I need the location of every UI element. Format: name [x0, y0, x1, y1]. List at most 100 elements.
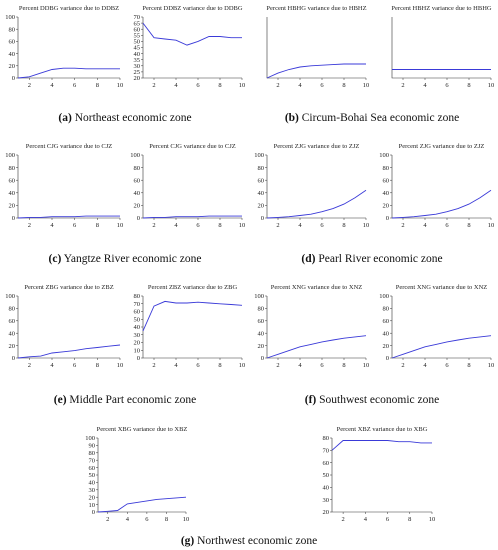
panel-11: Percent XNG variance due to XNZ 0 20 40 60 80… — [254, 284, 369, 369]
y-tick-label: 25 — [134, 69, 141, 76]
y-tick-label: 0 — [137, 215, 140, 222]
y-tick-label: 20 — [89, 494, 96, 501]
y-tick-label: 60 — [134, 177, 141, 184]
x-tick-label: 6 — [320, 82, 324, 89]
x-tick-label: 6 — [320, 362, 324, 369]
panel-title: Percent ZBZ variance due to ZBG — [148, 284, 238, 291]
x-tick-label: 4 — [298, 222, 302, 229]
y-tick-label: 0 — [12, 355, 15, 362]
y-tick-label: 20 — [9, 203, 16, 210]
x-tick-label: 10 — [239, 82, 246, 89]
y-tick-label: 70 — [134, 301, 141, 308]
x-tick-label: 2 — [152, 222, 155, 229]
x-tick-label: 2 — [276, 362, 279, 369]
y-tick-label: 60 — [89, 465, 96, 472]
panel-12: Percent XNG variance due to XNZ 0 20 40 60 80… — [379, 284, 494, 369]
caption-label: (g) — [181, 535, 195, 547]
axis-lines — [142, 17, 242, 79]
x-tick-label: 4 — [50, 362, 54, 369]
panel-title: Percent XNG variance due to XNZ — [271, 284, 363, 291]
y-tick-label: 80 — [134, 165, 141, 172]
y-tick-label: 40 — [134, 51, 141, 58]
panel-2: Percent DDBZ variance due to DDBG 2025303… — [134, 5, 246, 89]
y-tick-label: 80 — [9, 26, 16, 33]
x-tick-label: 2 — [152, 82, 155, 89]
y-tick-label: 40 — [9, 330, 16, 337]
y-tick-label: 80 — [383, 165, 390, 172]
y-tick-label: 20 — [9, 63, 16, 70]
panel-1: Percent DDBG variance due to DDBZ 0 20 40 60… — [5, 5, 123, 89]
x-tick-label: 4 — [126, 516, 130, 523]
panel-3: Percent HBHG variance due to HBHZ 2 4 6 8 10 — [266, 5, 369, 89]
panel-caption: (d) Pearl River economic zone — [301, 253, 442, 265]
y-tick-label: 0 — [137, 355, 140, 362]
caption-label: (d) — [301, 253, 315, 265]
y-tick-label: 0 — [92, 509, 95, 516]
x-tick-label: 10 — [363, 222, 370, 229]
x-tick-label: 8 — [342, 222, 345, 229]
y-tick-label: 70 — [89, 457, 96, 464]
y-tick-label: 100 — [379, 152, 389, 159]
y-tick-label: 60 — [9, 318, 16, 325]
x-tick-label: 4 — [423, 362, 427, 369]
panel-10: Percent ZBZ variance due to ZBG010203040… — [134, 284, 246, 369]
panel-title: Percent ZBG variance due to ZBZ — [24, 284, 113, 291]
x-tick-label: 8 — [96, 362, 99, 369]
x-tick-label: 4 — [423, 222, 427, 229]
caption-text: Circum-Bohai Sea economic zone — [299, 112, 459, 124]
panel-9: Percent ZBG variance due to ZBZ 0 20 40 60 80… — [5, 284, 123, 369]
panel-title: Percent XBZ variance due to XBG — [337, 426, 428, 433]
panel-6: Percent CJG variance due to CJZ 0 20 40 60 80… — [130, 143, 245, 229]
series-line — [266, 335, 367, 359]
panel-8: Percent ZJG variance due to ZJZ 0 20 40 60 80… — [379, 143, 494, 229]
series-line — [17, 344, 121, 359]
x-tick-label: 2 — [401, 82, 404, 89]
y-tick-label: 80 — [258, 165, 265, 172]
x-tick-label: 4 — [174, 82, 178, 89]
y-tick-label: 50 — [134, 39, 141, 46]
axis-lines — [391, 296, 491, 359]
panel-5: Percent CJG variance due to CJZ 0 20 40 60 80… — [5, 143, 123, 229]
caption-label: (f) — [305, 394, 317, 406]
axis-lines — [266, 155, 366, 219]
caption-text: Middle Part economic zone — [67, 394, 197, 406]
x-tick-label: 4 — [298, 82, 302, 89]
x-tick-label: 6 — [196, 222, 200, 229]
y-tick-label: 50 — [323, 472, 330, 479]
axis-lines — [97, 438, 186, 513]
y-tick-label: 20 — [383, 203, 390, 210]
x-tick-label: 2 — [106, 516, 109, 523]
y-tick-label: 80 — [89, 450, 96, 457]
y-tick-label: 100 — [379, 293, 389, 300]
x-tick-label: 8 — [218, 82, 221, 89]
x-tick-label: 10 — [117, 222, 124, 229]
y-tick-label: 30 — [89, 487, 96, 494]
x-tick-label: 6 — [73, 362, 77, 369]
y-tick-label: 100 — [5, 152, 15, 159]
panel-title: Percent DDBZ variance due to DDBG — [142, 5, 242, 12]
y-tick-label: 65 — [134, 20, 141, 27]
panel-caption: (e) Middle Part economic zone — [54, 394, 196, 406]
y-tick-label: 0 — [12, 215, 15, 222]
x-tick-label: 8 — [342, 82, 345, 89]
panel-13: Percent XBG variance due to XBZ010203040… — [85, 426, 189, 523]
x-tick-label: 6 — [386, 516, 390, 523]
x-tick-label: 4 — [174, 222, 178, 229]
y-tick-label: 30 — [134, 332, 141, 339]
y-tick-label: 80 — [383, 306, 390, 313]
y-tick-label: 60 — [323, 460, 330, 467]
x-tick-label: 2 — [341, 516, 344, 523]
y-tick-label: 40 — [134, 324, 141, 331]
y-tick-label: 100 — [5, 293, 15, 300]
panel-14: Percent XBZ variance due to XBG 20 30 40 50 6… — [323, 426, 436, 523]
y-tick-label: 60 — [9, 39, 16, 46]
x-tick-label: 4 — [50, 222, 54, 229]
series-line — [17, 215, 120, 219]
caption-text: Yangtze River economic zone — [61, 253, 201, 265]
caption-label: (b) — [285, 112, 299, 124]
panel-title: Percent XBG variance due to XBZ — [97, 426, 188, 433]
x-tick-label: 8 — [96, 82, 99, 89]
y-tick-label: 55 — [134, 33, 141, 40]
x-tick-label: 8 — [342, 362, 345, 369]
